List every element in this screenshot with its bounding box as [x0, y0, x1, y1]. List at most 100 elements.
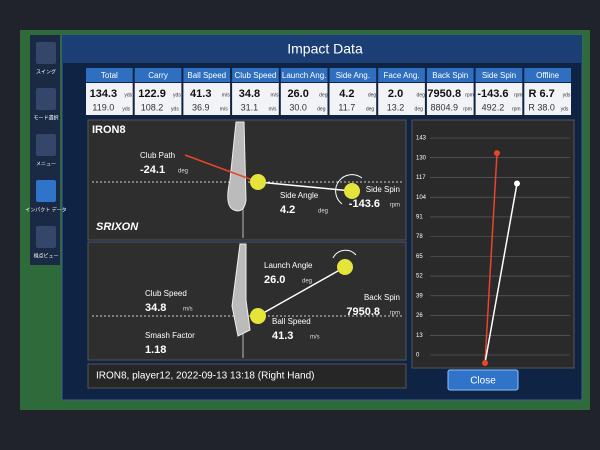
- metric-label: Ball Speed: [272, 317, 311, 326]
- stat-label: Side Spin: [482, 71, 516, 80]
- metric-value: 41.3: [272, 330, 293, 342]
- stat-unit: deg: [417, 92, 426, 98]
- footer-bar: [87, 363, 407, 389]
- y-tick-label: 52: [416, 274, 423, 280]
- sidebar-label[interactable]: メニュー: [36, 161, 56, 167]
- landing-point: [514, 180, 520, 187]
- metric-value: 34.8: [145, 302, 166, 314]
- sidebar-button[interactable]: [36, 226, 56, 248]
- y-tick-label: 130: [416, 155, 427, 161]
- sidebar-label[interactable]: 視点ビュー: [33, 252, 58, 259]
- stat-unit: m/s: [270, 92, 279, 98]
- stat-value: 34.8: [239, 88, 260, 100]
- stat-label: Carry: [148, 71, 168, 80]
- stat-header: [426, 68, 474, 82]
- stat-previous: 492.2: [482, 102, 505, 112]
- stat-cell: [280, 83, 328, 115]
- title-bar: [62, 35, 582, 63]
- stat-label: Launch Ang.: [282, 71, 326, 80]
- ball: [337, 259, 353, 275]
- spin-arrow: [332, 249, 357, 259]
- sidebar-button[interactable]: [36, 180, 56, 202]
- sidebar-button[interactable]: [36, 42, 56, 64]
- stat-header: [329, 68, 377, 82]
- stat-value: 2.0: [388, 88, 403, 100]
- metric-value: 4.2: [280, 204, 295, 216]
- trajectory-panel: [411, 119, 575, 369]
- stat-header: [524, 68, 571, 82]
- stat-unit: m/s: [220, 106, 229, 112]
- sidebar-button[interactable]: [36, 134, 56, 156]
- stat-cell: [329, 83, 377, 115]
- stat-cell: [86, 83, 133, 115]
- metric-label: Club Speed: [145, 289, 187, 298]
- stat-unit: deg: [319, 92, 328, 98]
- stat-unit: yds: [563, 92, 571, 98]
- stat-unit: rpm: [514, 92, 523, 98]
- stat-unit: rpm: [465, 92, 474, 98]
- stat-cell: [378, 83, 425, 115]
- stat-value: 7950.8: [427, 88, 461, 100]
- metric-label: Club Path: [140, 151, 175, 160]
- stat-label: Club Speed: [235, 71, 277, 80]
- stat-unit: rpm: [512, 106, 521, 112]
- side-view: [87, 241, 407, 361]
- y-tick-label: 78: [416, 234, 423, 240]
- stat-value: R 6.7: [529, 88, 555, 100]
- stat-value: 134.3: [90, 88, 118, 100]
- stat-header: [134, 68, 182, 82]
- stat-unit: yds: [173, 92, 181, 98]
- metric-value: 1.18: [145, 344, 166, 356]
- stat-cell: [183, 83, 231, 115]
- metric-unit: deg: [318, 209, 328, 215]
- stat-unit: rpm: [463, 106, 472, 112]
- brand: SRIXON: [96, 221, 139, 233]
- metric-value: 26.0: [264, 274, 285, 286]
- stat-cell: [524, 83, 571, 115]
- sidebar-label[interactable]: モード選択: [33, 114, 58, 121]
- stat-previous: 108.2: [141, 102, 164, 112]
- metric-unit: deg: [302, 279, 312, 285]
- top-view: [87, 119, 407, 241]
- sidebar-label[interactable]: スイング: [36, 68, 56, 75]
- footer: IRON8, player12, 2022-09-13 13:18 (Right…: [96, 371, 314, 382]
- stat-previous: 11.7: [338, 102, 355, 112]
- y-tick-label: 117: [416, 175, 426, 181]
- stat-cell: [475, 83, 523, 115]
- stat-previous: 30.0: [289, 102, 307, 112]
- stat-previous: 13.2: [387, 102, 405, 112]
- stat-unit: deg: [366, 106, 375, 112]
- club-path-line: [184, 154, 259, 183]
- spin-arrow: [335, 174, 363, 205]
- stat-value: 26.0: [287, 88, 308, 100]
- sidebar-label[interactable]: インパクト データ: [25, 206, 66, 213]
- metric-value: 7950.8: [346, 306, 380, 318]
- stat-cell: [134, 83, 182, 115]
- metric-value: -24.1: [140, 164, 165, 176]
- stat-header: [183, 68, 231, 82]
- close-label[interactable]: Close: [470, 376, 496, 387]
- stat-unit: yds: [122, 106, 130, 112]
- metric-label: Side Angle: [280, 191, 319, 200]
- close-button[interactable]: [447, 369, 519, 391]
- side-angle-line: [257, 181, 353, 192]
- stat-previous: 119.0: [92, 102, 114, 112]
- metric-unit: m/s: [310, 335, 320, 341]
- stat-label: Ball Speed: [187, 71, 226, 80]
- stat-header: [378, 68, 425, 82]
- stat-label: Back Spin: [432, 71, 468, 80]
- launch-line: [257, 266, 346, 317]
- metric-unit: rpm: [390, 203, 400, 209]
- y-tick-label: 0: [416, 353, 420, 359]
- sidebar-button[interactable]: [36, 88, 56, 110]
- stat-previous: 8804.9: [430, 102, 458, 112]
- stat-value: 41.3: [190, 88, 211, 100]
- ball: [250, 308, 266, 324]
- club-head-side: [231, 243, 251, 337]
- stat-unit: deg: [368, 92, 377, 98]
- stat-cell: [426, 83, 474, 115]
- tee-point: [482, 360, 488, 366]
- stat-unit: m/s: [222, 92, 231, 98]
- stat-unit: yds: [171, 106, 179, 112]
- club-head-top: [227, 121, 247, 212]
